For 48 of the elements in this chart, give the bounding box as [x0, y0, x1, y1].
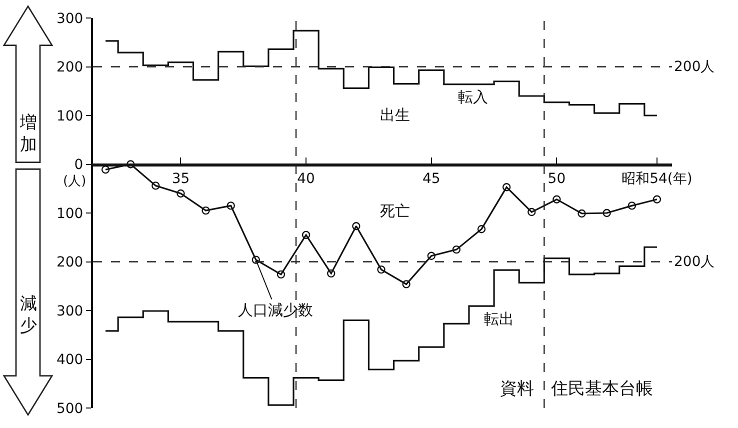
ref-line-label: 200人: [674, 59, 715, 75]
series-label: 転出: [484, 310, 514, 328]
y-tick-label: 200: [56, 254, 84, 271]
x-tick-label: 50: [548, 170, 566, 187]
point: [152, 182, 160, 190]
x-tick-label: 35: [172, 170, 190, 187]
point: [302, 230, 310, 240]
point: [402, 280, 410, 288]
point: [126, 160, 135, 168]
point: [602, 208, 611, 218]
series-label: 転入: [458, 88, 488, 106]
text: 減少: [20, 294, 37, 336]
point: [377, 265, 386, 274]
point: [528, 208, 536, 216]
series-label: 人口減少数: [238, 301, 313, 319]
y-tick-label: 100: [56, 108, 84, 124]
point: [578, 209, 586, 218]
point: [176, 189, 185, 198]
y-tick-label: 0: [74, 157, 84, 174]
point: [276, 270, 286, 279]
point: [502, 183, 511, 192]
point: [202, 206, 210, 215]
point: [101, 166, 110, 174]
point: [252, 256, 260, 264]
point: [327, 269, 336, 278]
y-tick-label: 400: [56, 352, 84, 368]
x-tick-label: 45: [422, 170, 440, 187]
annotation: 資料 住民基本台帳: [500, 379, 653, 399]
point: [477, 224, 486, 234]
y-tick-label: 300: [56, 303, 84, 320]
y-axis-title: (人): [63, 174, 86, 189]
y-tick-label: 100: [56, 206, 84, 222]
point: [427, 252, 436, 260]
point: [652, 195, 662, 204]
ref-line-label: 200人: [674, 254, 715, 270]
point: [226, 202, 235, 210]
y-tick-label: 200: [56, 60, 84, 76]
y-tick-label: 500: [56, 400, 84, 417]
x-tick-label: 昭和54(年): [622, 170, 692, 187]
text: 増加: [19, 113, 37, 156]
x-tick-label: 40: [297, 170, 315, 187]
point: [552, 195, 561, 204]
point: [352, 222, 360, 230]
annotation: 死亡: [380, 202, 410, 220]
y-tick-label: 300: [56, 10, 84, 27]
point: [452, 245, 461, 254]
point: [628, 202, 636, 210]
annotation: 出生: [380, 106, 410, 124]
